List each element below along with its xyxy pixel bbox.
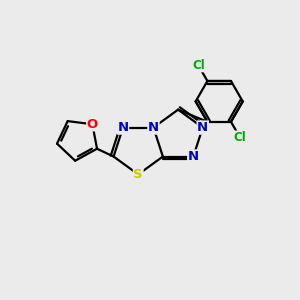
Text: N: N <box>148 121 159 134</box>
Text: S: S <box>134 168 143 181</box>
Text: N: N <box>197 121 208 134</box>
Text: N: N <box>117 121 129 134</box>
Text: Cl: Cl <box>192 59 205 72</box>
Text: Cl: Cl <box>234 131 247 144</box>
Text: O: O <box>87 118 98 131</box>
Text: N: N <box>188 150 199 163</box>
